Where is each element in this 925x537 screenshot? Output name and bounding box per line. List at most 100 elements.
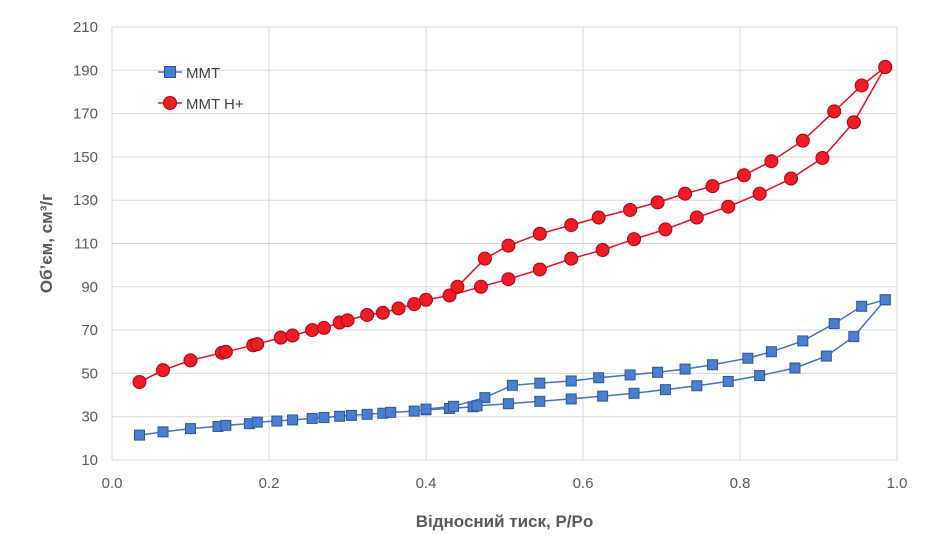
data-point-mmt (345, 409, 357, 421)
y-tick-label: 30 (81, 409, 98, 426)
data-point-mmt-h (784, 171, 799, 186)
x-axis-ticks: 0.0 0.2 0.4 0.6 0.8 1.0 (102, 475, 908, 492)
data-point-mmt (318, 412, 330, 424)
data-point-mmt (271, 415, 283, 427)
legend-item-mmt-h: MMT H+ (158, 96, 244, 113)
legend-label-mmt: MMT (186, 65, 220, 82)
data-point-mmt (420, 403, 432, 415)
data-point-mmt-h (250, 337, 265, 352)
data-point-mmt-h (595, 242, 610, 257)
y-tick-label: 170 (73, 106, 98, 123)
data-point-mmt-h (316, 320, 331, 335)
y-tick-label: 10 (81, 452, 98, 469)
data-point-mmt (385, 406, 397, 418)
y-tick-label: 90 (81, 279, 98, 296)
data-point-mmt-h (305, 323, 320, 338)
data-point-mmt-h (285, 328, 300, 343)
data-point-mmt-h (878, 60, 893, 75)
data-point-mmt-h (501, 238, 516, 253)
data-point-mmt-h (442, 288, 457, 303)
x-tick-label: 0.4 (416, 475, 437, 492)
data-point-mmt (565, 375, 577, 387)
data-point-mmt-h (658, 222, 673, 237)
data-point-mmt-h (591, 210, 606, 225)
data-point-mmt (534, 395, 546, 407)
legend-item-mmt: MMT (158, 65, 220, 82)
data-point-mmt (765, 346, 777, 358)
data-point-mmt-h (156, 363, 171, 378)
y-tick-label: 110 (74, 236, 98, 253)
data-point-mmt (754, 370, 766, 382)
data-point-mmt-h (752, 186, 767, 201)
data-point-mmt (652, 366, 664, 378)
x-tick-label: 1.0 (887, 475, 908, 492)
data-point-mmt-h (501, 272, 516, 287)
y-tick-label: 70 (81, 322, 98, 339)
data-point-mmt (597, 390, 609, 402)
data-point-mmt-h (360, 307, 375, 322)
data-point-mmt (742, 352, 754, 364)
data-point-mmt-h (183, 353, 198, 368)
data-point-mmt (408, 405, 420, 417)
data-point-mmt (879, 294, 891, 306)
data-point-mmt-h (564, 251, 579, 266)
data-point-mmt (856, 300, 868, 312)
y-tick-label: 210 (73, 19, 98, 36)
data-point-mmt-h (627, 232, 642, 247)
y-tick-label: 130 (73, 192, 98, 209)
data-point-mmt-h (450, 279, 465, 294)
data-point-mmt-h (705, 179, 720, 194)
data-point-mmt-h (273, 330, 288, 345)
data-point-mmt-h (532, 262, 547, 277)
series-layer (132, 60, 893, 441)
data-point-mmt (707, 359, 719, 371)
data-point-mmt (157, 426, 169, 438)
data-point-mmt (185, 423, 196, 435)
data-point-mmt (789, 362, 801, 374)
x-axis-title: Відносний тиск, P/Po (416, 512, 594, 531)
data-point-mmt (251, 416, 263, 428)
data-point-mmt-h (407, 297, 422, 312)
data-point-mmt (506, 379, 518, 391)
data-point-mmt-h (854, 78, 869, 93)
data-point-mmt (659, 384, 671, 396)
data-point-mmt-h (473, 279, 488, 294)
data-point-mmt (828, 318, 840, 330)
data-point-mmt-h (419, 292, 433, 307)
data-point-mmt (133, 429, 145, 441)
y-axis-ticks: 10 30 50 70 90 110 130 150 170 190 210 (73, 19, 98, 469)
data-point-mmt-h (764, 154, 779, 169)
data-point-mmt (534, 377, 546, 389)
data-point-mmt-h (391, 301, 406, 316)
y-axis-title: Об’єм, см³/г (37, 194, 56, 293)
y-tick-label: 150 (73, 149, 98, 166)
data-point-mmt (479, 392, 491, 404)
data-point-mmt-h (689, 210, 704, 225)
x-tick-label: 0.8 (730, 475, 751, 492)
data-point-mmt-h (218, 344, 233, 359)
data-point-mmt-h (736, 168, 751, 183)
data-point-mmt-h (375, 305, 390, 320)
data-point-mmt (287, 414, 299, 426)
data-point-mmt (565, 393, 577, 405)
legend-label-mmt-h: MMT H+ (186, 96, 244, 113)
data-point-mmt (334, 410, 346, 422)
legend-marker-mmt (164, 66, 176, 78)
data-point-mmt (306, 412, 318, 424)
data-point-mmt-h (721, 199, 736, 214)
data-point-mmt (628, 387, 640, 399)
data-point-mmt-h (340, 313, 355, 328)
data-point-mmt-h (650, 195, 665, 210)
data-point-mmt (820, 350, 832, 362)
y-tick-label: 190 (73, 62, 98, 79)
data-point-mmt-h (532, 226, 547, 241)
data-point-mmt-h (564, 218, 579, 233)
data-point-mmt (624, 369, 636, 381)
y-tick-label: 50 (81, 365, 98, 382)
data-point-mmt-h (827, 104, 842, 119)
data-point-mmt-h (623, 202, 638, 217)
data-point-mmt (361, 408, 373, 420)
data-point-mmt-h (678, 186, 693, 201)
